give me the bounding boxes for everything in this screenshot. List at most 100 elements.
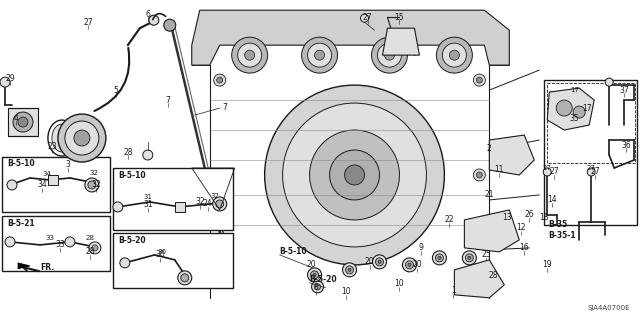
Polygon shape [465,210,519,252]
Circle shape [13,112,33,132]
Circle shape [360,14,369,22]
Text: 33: 33 [55,241,65,249]
Text: 30: 30 [157,249,166,255]
Circle shape [92,245,98,251]
Text: 2: 2 [487,144,492,152]
Text: 21: 21 [484,190,494,199]
Text: 28: 28 [123,147,132,157]
Circle shape [476,77,483,83]
Circle shape [474,264,485,276]
Text: FR.: FR. [40,263,54,272]
Text: 8: 8 [313,283,318,292]
Text: 35: 35 [570,114,579,122]
Text: 18: 18 [540,213,549,222]
Text: 5: 5 [113,85,118,95]
Circle shape [436,37,472,73]
Circle shape [204,203,212,211]
Circle shape [313,273,316,276]
Bar [175,202,185,212]
Circle shape [588,168,595,176]
Circle shape [18,117,28,127]
Text: 27: 27 [543,165,552,171]
Text: 1: 1 [451,286,456,295]
Text: 16: 16 [520,243,529,252]
Circle shape [5,237,15,247]
Circle shape [573,106,585,118]
Circle shape [232,37,268,73]
Text: 3: 3 [65,160,70,169]
Polygon shape [192,10,509,65]
Text: 15: 15 [395,13,404,22]
Circle shape [214,169,226,181]
Text: 27: 27 [363,13,372,22]
Text: 25: 25 [481,250,491,259]
Bar [544,80,637,225]
Ellipse shape [52,124,72,152]
Bar [2,216,110,271]
Text: 11: 11 [495,166,504,174]
Text: 27: 27 [83,18,93,27]
Text: 10: 10 [340,287,350,296]
Circle shape [143,150,153,160]
Text: 32: 32 [211,193,219,199]
Text: 20: 20 [365,257,374,266]
Circle shape [217,77,223,83]
Circle shape [372,255,387,269]
Circle shape [330,150,380,200]
Text: 20: 20 [307,260,316,269]
Circle shape [310,130,399,220]
Polygon shape [490,135,534,175]
Circle shape [344,165,365,185]
Text: 14: 14 [547,196,557,204]
Polygon shape [547,88,594,130]
Circle shape [449,50,460,60]
Circle shape [543,168,551,176]
Circle shape [74,130,90,146]
Text: B-5-21: B-5-21 [7,219,35,228]
Circle shape [212,197,227,211]
Circle shape [462,251,476,265]
Text: 24: 24 [203,199,212,208]
Circle shape [65,237,75,247]
Circle shape [468,256,471,259]
Text: 27: 27 [587,165,596,171]
Text: 32: 32 [90,170,99,176]
Text: 10: 10 [395,279,404,288]
Text: 22: 22 [445,215,454,225]
Text: 4: 4 [13,114,19,122]
Text: 7: 7 [222,103,227,112]
Text: 17: 17 [582,104,592,113]
Bar [547,83,635,163]
Circle shape [408,263,411,266]
Text: 30: 30 [155,250,164,259]
Text: B-5-10: B-5-10 [7,160,35,168]
Bar [8,108,38,136]
Circle shape [244,50,255,60]
Circle shape [120,258,130,268]
Circle shape [556,100,572,116]
Circle shape [217,267,223,273]
Circle shape [346,266,353,274]
Text: 26: 26 [524,211,534,219]
Circle shape [385,50,394,60]
Text: 28: 28 [488,271,498,280]
Circle shape [315,50,324,60]
Circle shape [308,268,321,282]
Circle shape [605,78,613,86]
Circle shape [180,274,189,282]
Text: 34: 34 [37,181,47,189]
Text: 37: 37 [620,85,629,95]
Polygon shape [454,260,504,298]
Circle shape [378,43,401,67]
Circle shape [58,114,106,162]
Circle shape [371,37,408,73]
Circle shape [283,103,426,247]
Text: 32: 32 [91,181,100,189]
Circle shape [0,77,10,87]
Text: 19: 19 [543,260,552,269]
Text: 27: 27 [550,167,559,176]
Circle shape [148,15,159,25]
Bar [48,175,58,185]
Text: 6: 6 [145,10,150,19]
Text: 32: 32 [195,197,205,206]
